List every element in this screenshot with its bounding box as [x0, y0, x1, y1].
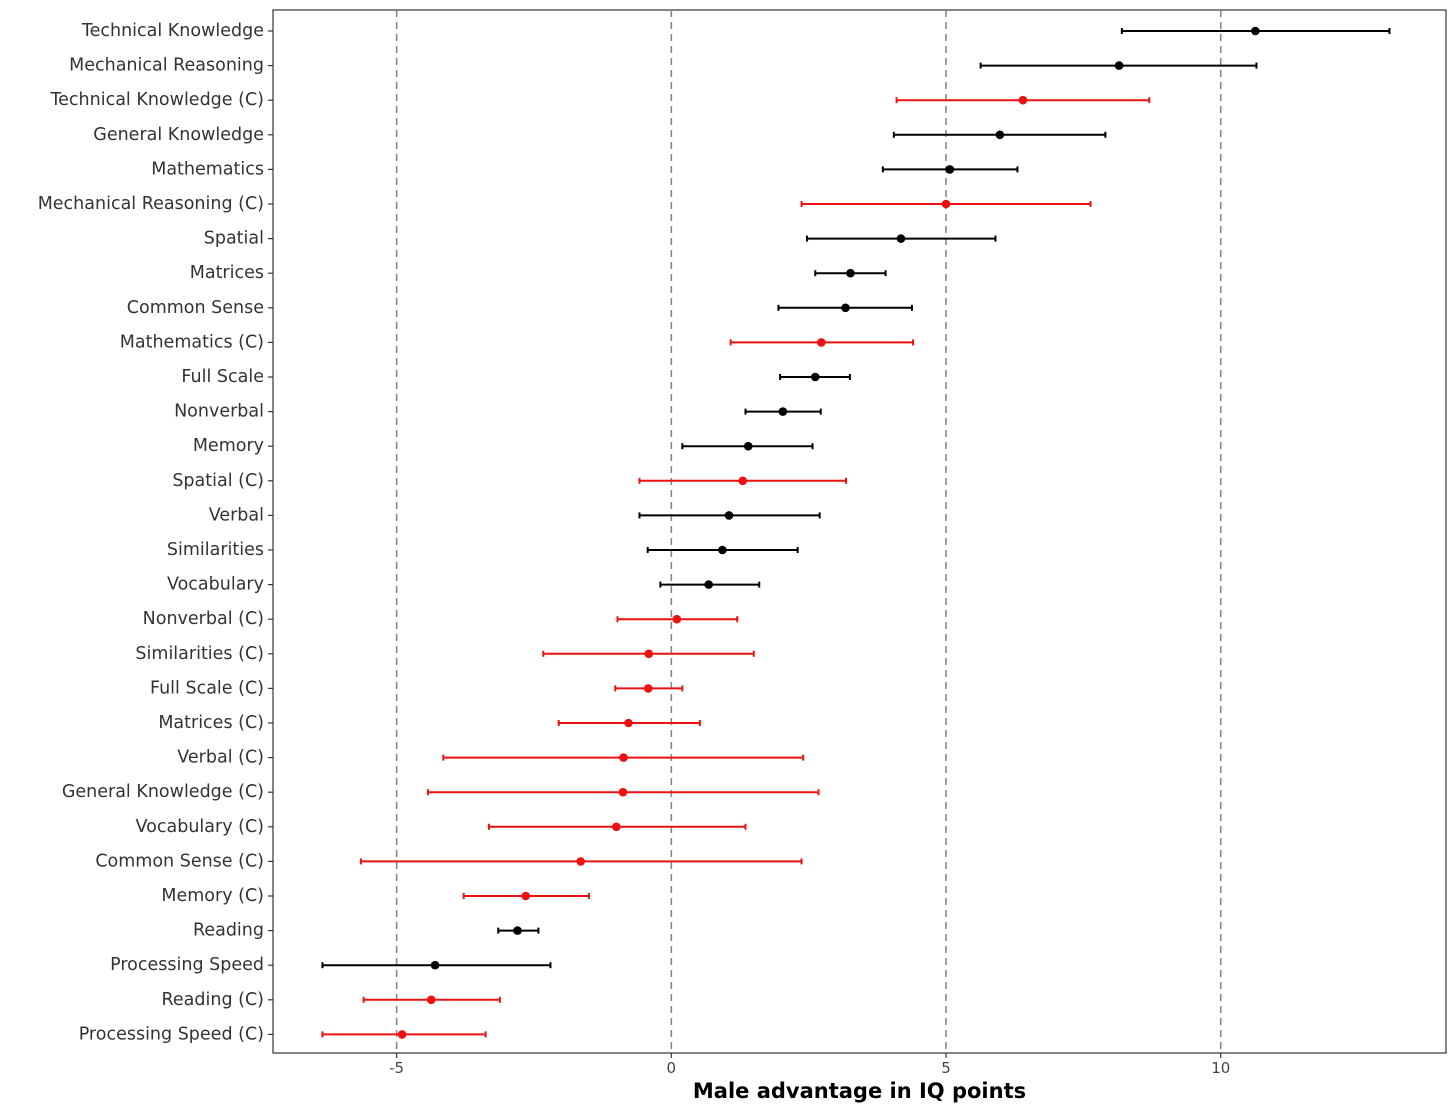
- y-tick-label: Processing Speed (C): [79, 1024, 264, 1044]
- point-estimate: [397, 1030, 407, 1039]
- y-tick-label: Full Scale: [181, 367, 264, 387]
- y-tick-label: Reading: [193, 921, 264, 941]
- y-tick-label: Processing Speed: [110, 955, 264, 975]
- x-axis-title: Male advantage in IQ points: [693, 1079, 1026, 1103]
- y-tick-label: Mathematics (C): [120, 332, 264, 352]
- point-estimates: [397, 26, 1260, 1039]
- x-tick-label: 5: [941, 1059, 951, 1077]
- y-tick-label: Technical Knowledge: [81, 21, 264, 41]
- point-estimate: [430, 960, 440, 970]
- point-estimate: [817, 338, 826, 347]
- point-estimate: [846, 268, 855, 278]
- point-estimate: [738, 476, 748, 486]
- point-estimate: [513, 926, 522, 935]
- point-estimate: [718, 545, 727, 555]
- point-estimate: [619, 753, 628, 762]
- point-estimate: [841, 303, 850, 313]
- y-tick-label: General Knowledge (C): [62, 782, 264, 802]
- y-tick-label: Verbal (C): [177, 748, 264, 768]
- point-estimate: [612, 822, 621, 832]
- x-tick-label: 0: [667, 1059, 677, 1077]
- point-estimate: [896, 234, 906, 243]
- y-axis-labels: Technical Knowledge Mechanical Reasoning T…: [38, 21, 264, 1044]
- point-estimate: [426, 995, 436, 1005]
- y-tick-label: Mechanical Reasoning (C): [38, 194, 264, 214]
- y-tick-label: Vocabulary (C): [136, 817, 264, 837]
- plot-panel: [272, 9, 1447, 1054]
- y-tick-label: Spatial: [204, 229, 264, 249]
- reference-lines: [395, 10, 1222, 1053]
- y-tick-label: Mathematics: [151, 159, 264, 179]
- point-estimate: [743, 441, 753, 451]
- y-tick-label: General Knowledge: [93, 125, 264, 145]
- y-tick-label: Memory: [193, 436, 264, 456]
- y-axis-ticks: [268, 30, 273, 1036]
- point-estimate: [1018, 95, 1028, 105]
- point-estimate: [945, 165, 955, 174]
- y-tick-label: Verbal: [209, 505, 264, 525]
- y-tick-label: Spatial (C): [172, 471, 264, 491]
- y-tick-label: Matrices: [190, 263, 264, 283]
- y-tick-label: Matrices (C): [158, 713, 264, 733]
- point-estimate: [704, 580, 713, 589]
- point-estimate: [941, 199, 951, 209]
- point-estimate: [995, 130, 1005, 140]
- y-tick-label: Nonverbal (C): [143, 609, 264, 629]
- point-estimate: [576, 857, 585, 866]
- y-tick-label: Similarities (C): [135, 644, 264, 664]
- point-estimate: [643, 684, 653, 693]
- y-tick-label: Vocabulary: [167, 575, 264, 595]
- point-estimate: [1114, 61, 1124, 70]
- point-estimate: [724, 511, 734, 520]
- point-estimate: [1251, 26, 1260, 36]
- point-estimate: [672, 614, 682, 624]
- point-estimate: [521, 891, 531, 901]
- point-estimate: [810, 372, 820, 382]
- y-tick-label: Full Scale (C): [150, 678, 264, 698]
- x-axis-ticks: [396, 1053, 1222, 1058]
- y-tick-label: Mechanical Reasoning: [69, 56, 264, 76]
- point-estimate: [618, 787, 628, 797]
- y-tick-label: Memory (C): [161, 886, 264, 906]
- y-tick-label: Similarities: [167, 540, 264, 560]
- point-estimate: [644, 649, 654, 659]
- y-tick-label: Nonverbal: [174, 402, 264, 422]
- y-tick-label: Reading (C): [162, 990, 264, 1010]
- point-estimate: [624, 718, 633, 728]
- y-tick-label: Common Sense (C): [95, 851, 264, 871]
- y-tick-label: Common Sense: [127, 298, 264, 318]
- point-estimate: [778, 407, 788, 416]
- y-tick-label: Technical Knowledge (C): [49, 90, 264, 110]
- x-tick-label: -5: [389, 1059, 404, 1077]
- x-tick-label: 10: [1211, 1059, 1230, 1077]
- x-axis-labels: -5 0 5 10: [389, 1059, 1230, 1077]
